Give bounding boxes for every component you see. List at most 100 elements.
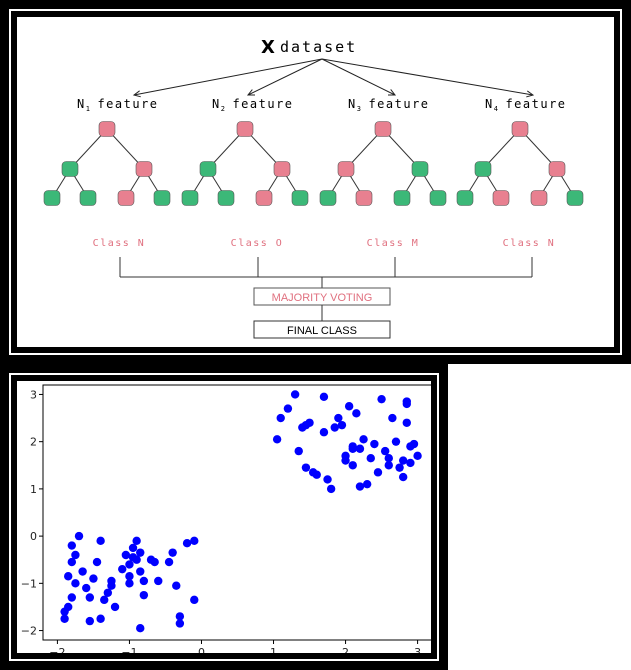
data-point bbox=[320, 393, 328, 401]
tree-leaf-node bbox=[531, 191, 547, 206]
data-point bbox=[295, 447, 303, 455]
feature-prefix: N bbox=[77, 97, 86, 111]
decision-tree bbox=[320, 122, 446, 206]
data-point bbox=[150, 558, 158, 566]
data-point bbox=[64, 572, 72, 580]
data-point bbox=[190, 537, 198, 545]
data-point bbox=[349, 445, 357, 453]
tree-branch-node bbox=[549, 162, 565, 177]
tree-branch-node bbox=[412, 162, 428, 177]
data-point bbox=[406, 459, 414, 467]
feature-label: N4 feature bbox=[485, 97, 567, 113]
data-point bbox=[284, 404, 292, 412]
x-tick-label: 1 bbox=[270, 646, 277, 653]
title-arrow bbox=[322, 59, 533, 95]
feature-subscript: 2 bbox=[221, 105, 227, 113]
feature-prefix: N bbox=[485, 97, 494, 111]
data-point bbox=[86, 617, 94, 625]
feature-label: N1 feature bbox=[77, 97, 159, 113]
y-tick-label: 0 bbox=[30, 530, 37, 543]
data-point bbox=[122, 551, 130, 559]
tree-branch-node bbox=[62, 162, 78, 177]
feature-labels: N1 feature N2 feature N3 feature N4 feature bbox=[77, 97, 567, 113]
data-point bbox=[356, 445, 364, 453]
tree-branch-node bbox=[475, 162, 491, 177]
tree-root-node bbox=[237, 122, 253, 137]
data-point bbox=[370, 440, 378, 448]
y-tick-label: −2 bbox=[21, 625, 37, 638]
tree-leaf-node bbox=[118, 191, 134, 206]
tree-leaf-node bbox=[394, 191, 410, 206]
feature-word: feature bbox=[232, 97, 293, 111]
x-tick-label: −1 bbox=[121, 646, 137, 653]
data-point bbox=[302, 421, 310, 429]
data-point bbox=[64, 603, 72, 611]
tree-root-node bbox=[375, 122, 391, 137]
feature-label: N3 feature bbox=[348, 97, 430, 113]
data-point bbox=[71, 579, 79, 587]
feature-prefix: N bbox=[348, 97, 357, 111]
tree-leaf-node bbox=[292, 191, 308, 206]
tree-branch-node bbox=[200, 162, 216, 177]
class-labels: Class N Class O Class M Class N bbox=[93, 238, 556, 249]
data-point bbox=[359, 435, 367, 443]
data-point bbox=[118, 565, 126, 573]
class-label: Class N bbox=[503, 238, 556, 249]
data-point bbox=[96, 537, 104, 545]
tree-leaf-node bbox=[320, 191, 336, 206]
data-point bbox=[302, 463, 310, 471]
voting-connectors bbox=[120, 257, 532, 288]
chart-frame: −2 −1 0 1 2 3 −2 −1 0 1 2 3 bbox=[0, 364, 448, 670]
tree-leaf-node bbox=[154, 191, 170, 206]
data-point bbox=[399, 456, 407, 464]
tree-branch-node bbox=[338, 162, 354, 177]
data-point bbox=[392, 437, 400, 445]
data-point bbox=[403, 419, 411, 427]
data-point bbox=[165, 558, 173, 566]
data-point bbox=[399, 473, 407, 481]
data-point bbox=[132, 537, 140, 545]
data-point bbox=[168, 548, 176, 556]
data-point bbox=[356, 482, 364, 490]
data-point bbox=[107, 581, 115, 589]
data-point bbox=[82, 584, 90, 592]
class-label: Class M bbox=[367, 238, 420, 249]
class-label: Class O bbox=[231, 238, 284, 249]
tree-leaf-node bbox=[256, 191, 272, 206]
data-point bbox=[176, 619, 184, 627]
diagram-frame-inner: X dataset N1 feature N2 feature N3 feature N4 f… bbox=[9, 9, 622, 355]
scatter-chart: −2 −1 0 1 2 3−2−10123 bbox=[17, 381, 431, 653]
majority-voting-label: MAJORITY VOTING bbox=[272, 292, 373, 304]
data-point bbox=[363, 480, 371, 488]
tree-root-node bbox=[512, 122, 528, 137]
title-arrow bbox=[134, 59, 322, 95]
data-point bbox=[410, 440, 418, 448]
data-point bbox=[75, 532, 83, 540]
feature-label: N2 feature bbox=[212, 97, 294, 113]
data-point bbox=[367, 454, 375, 462]
data-point bbox=[136, 624, 144, 632]
feature-prefix: N bbox=[212, 97, 221, 111]
data-point bbox=[331, 423, 339, 431]
data-point bbox=[345, 402, 353, 410]
data-point bbox=[352, 409, 360, 417]
tree-leaf-node bbox=[356, 191, 372, 206]
data-point bbox=[338, 421, 346, 429]
data-point bbox=[190, 596, 198, 604]
data-point bbox=[273, 435, 281, 443]
feature-subscript: 3 bbox=[357, 105, 363, 113]
tree-branch-node bbox=[274, 162, 290, 177]
data-point bbox=[140, 577, 148, 585]
data-point bbox=[136, 548, 144, 556]
diagram-title: dataset bbox=[280, 38, 357, 56]
title-arrows bbox=[134, 59, 533, 97]
x-tick-label: −2 bbox=[49, 646, 65, 653]
data-point bbox=[111, 603, 119, 611]
data-point bbox=[323, 475, 331, 483]
y-tick-label: 1 bbox=[30, 483, 37, 496]
data-point bbox=[385, 454, 393, 462]
chart-canvas: −2 −1 0 1 2 3 −2 −1 0 1 2 3 bbox=[17, 381, 431, 653]
tree-leaf-node bbox=[493, 191, 509, 206]
data-point bbox=[183, 539, 191, 547]
data-point bbox=[388, 414, 396, 422]
